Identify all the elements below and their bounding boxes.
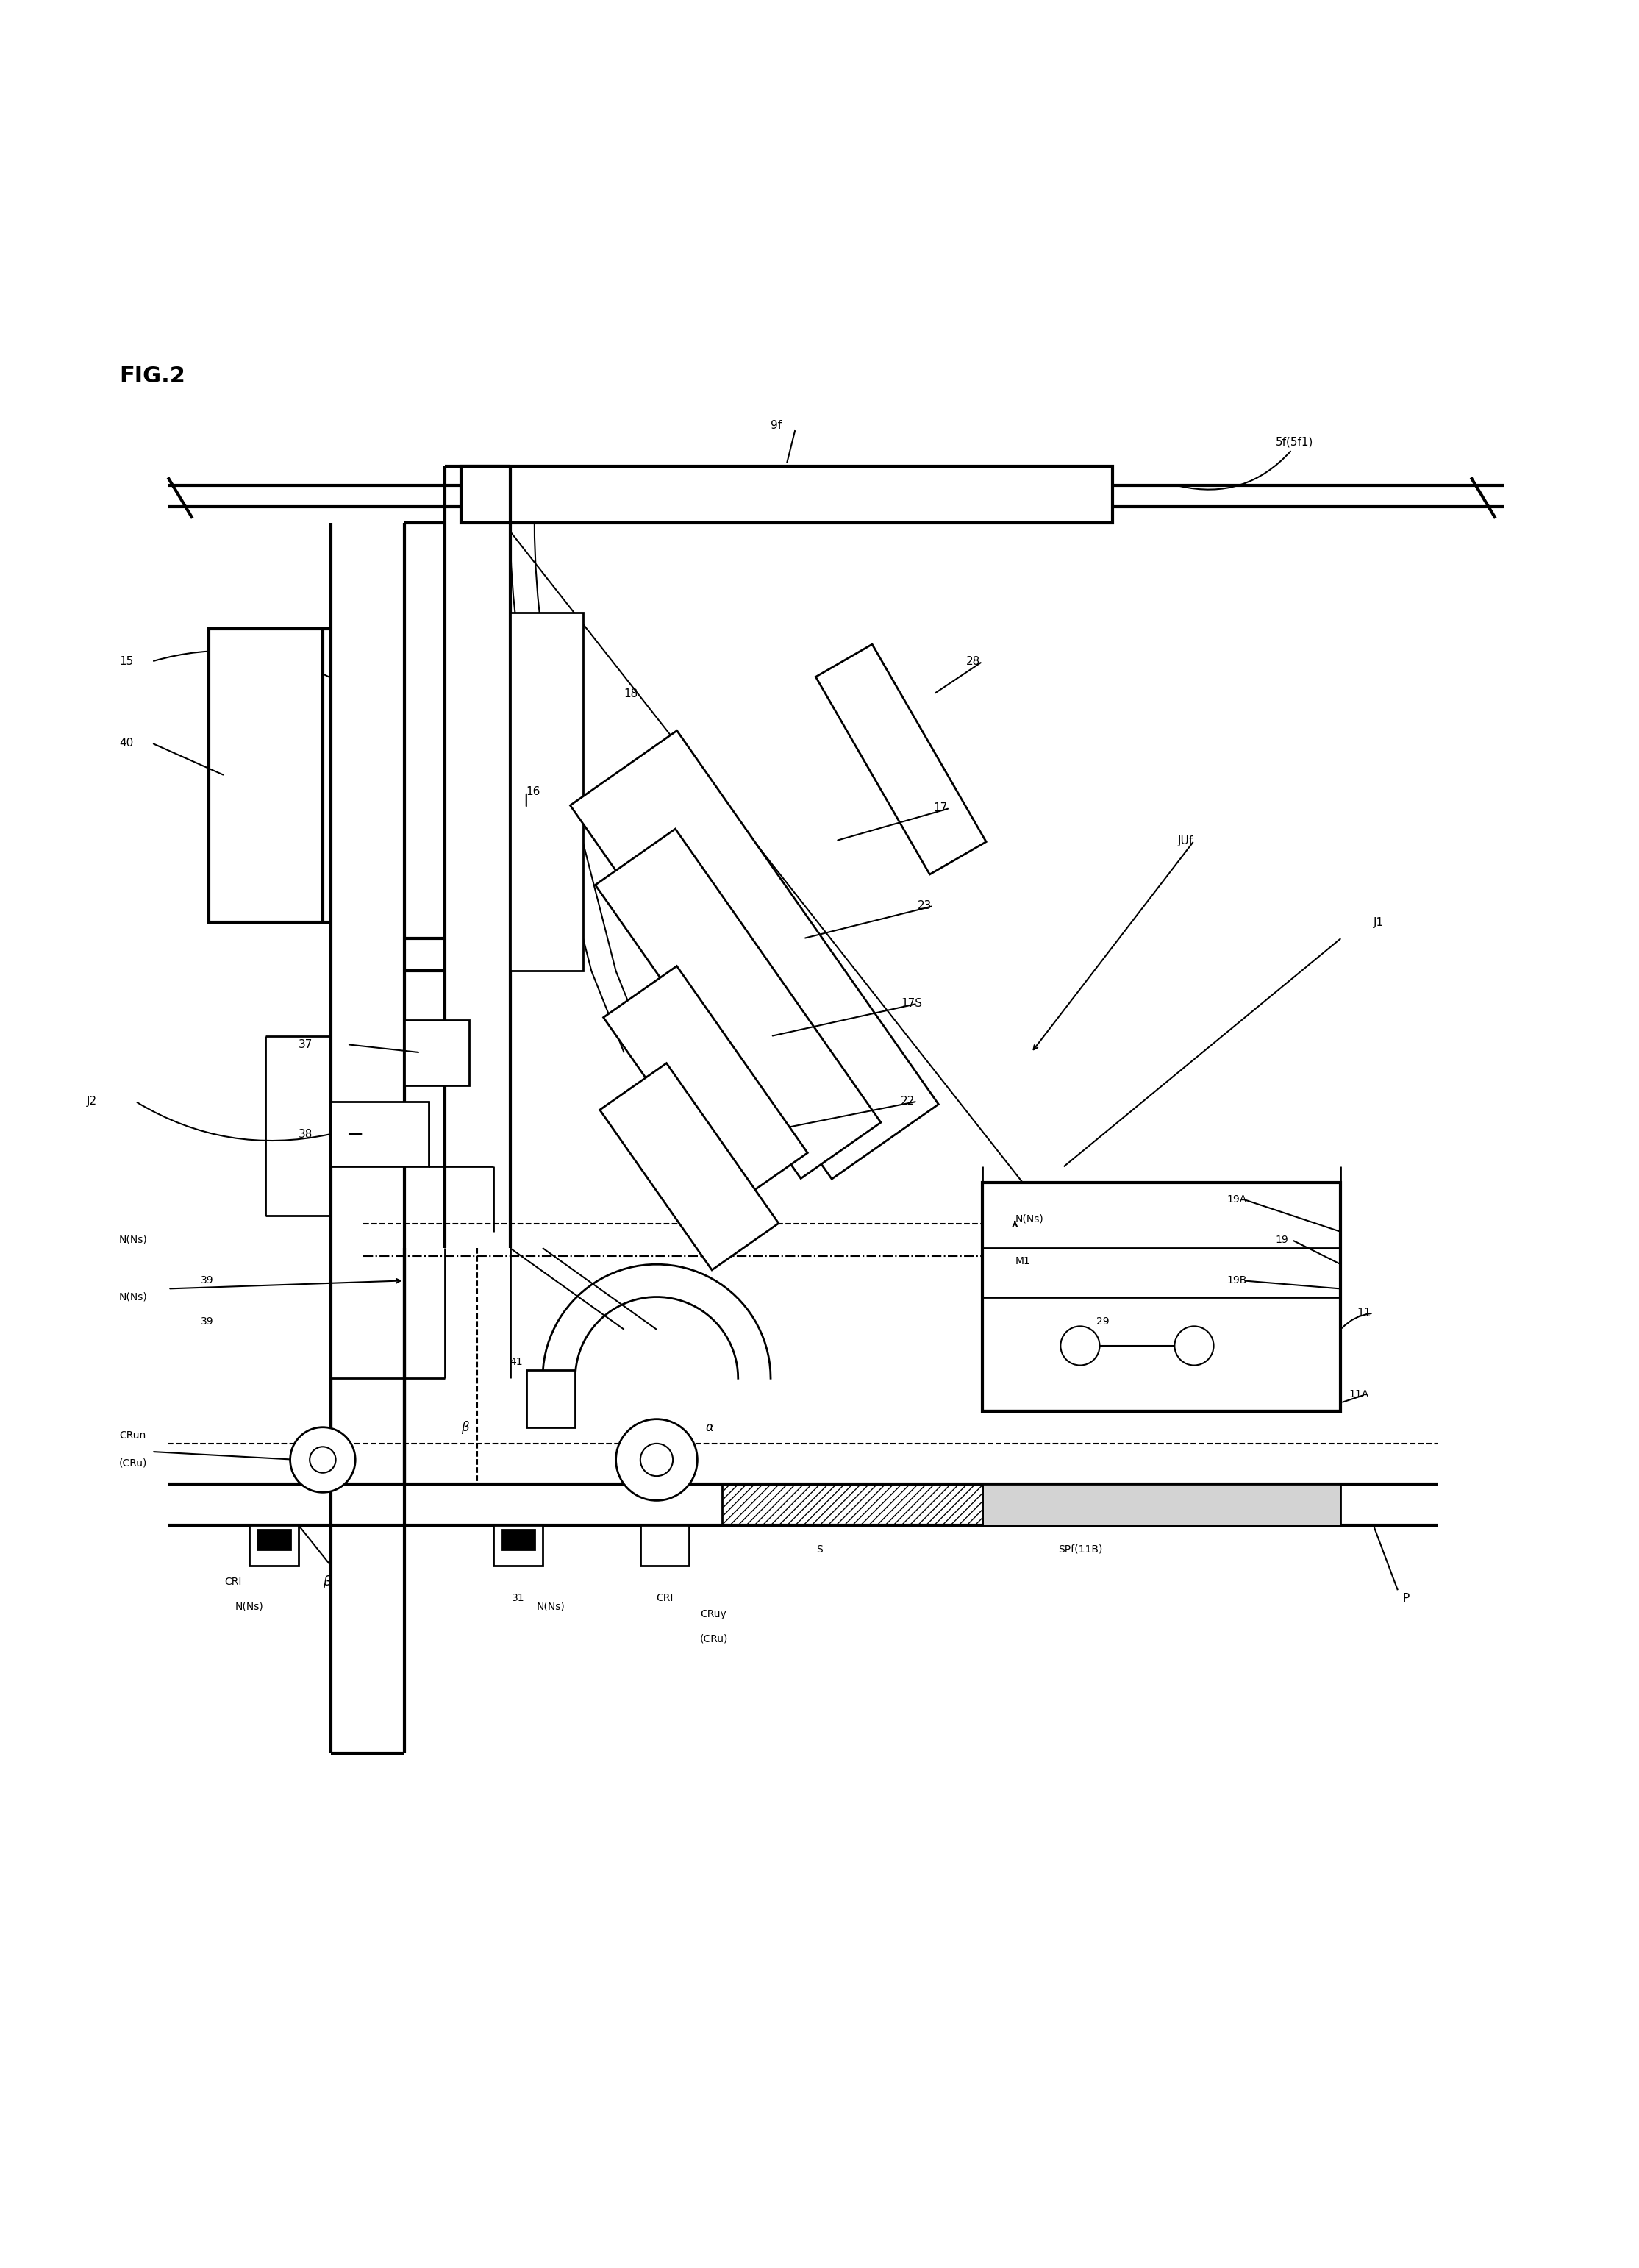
Bar [331,1102,428,1166]
Text: 38: 38 [298,1129,313,1139]
Text: 28: 28 [965,655,980,667]
Circle shape [616,1420,697,1501]
Bar [982,1184,1341,1411]
Circle shape [641,1442,674,1476]
Text: 11: 11 [1357,1309,1372,1318]
Text: M1: M1 [1015,1256,1031,1266]
Text: CRuy: CRuy [700,1610,726,1619]
Text: 31: 31 [511,1592,524,1603]
Text: SPf(11B): SPf(11B) [1057,1545,1103,1554]
Text: 39: 39 [200,1275,213,1286]
Bar [641,1524,688,1565]
Text: (CRu): (CRu) [700,1633,728,1644]
Text: (CRu): (CRu) [120,1458,148,1467]
Text: S: S [816,1545,823,1554]
Text: J2: J2 [87,1095,97,1107]
Polygon shape [603,966,808,1204]
Text: 18: 18 [624,689,638,701]
Text: CRI: CRI [225,1576,241,1588]
Text: 19B: 19B [1226,1275,1247,1286]
Text: 19A: 19A [1226,1193,1247,1204]
Bar [502,1531,534,1549]
Circle shape [310,1447,336,1472]
Text: N(Ns): N(Ns) [234,1601,264,1613]
Bar [249,1524,298,1565]
Text: JUf: JUf [1178,835,1193,846]
Text: $\beta$: $\beta$ [323,1574,331,1590]
Text: N(Ns): N(Ns) [120,1234,148,1245]
Bar [257,1531,290,1549]
Bar [405,1021,469,1084]
Bar [461,467,1113,524]
Text: 5f(5f1): 5f(5f1) [1275,435,1313,447]
Text: 16: 16 [526,787,541,798]
Text: N(Ns): N(Ns) [536,1601,565,1613]
Text: 11A: 11A [1349,1390,1369,1399]
Text: 17: 17 [934,803,947,814]
Circle shape [1175,1327,1213,1365]
Text: N(Ns): N(Ns) [120,1293,148,1302]
Text: $\alpha$: $\alpha$ [705,1420,715,1433]
Text: 15: 15 [120,655,133,667]
Polygon shape [600,1064,779,1270]
Text: 29: 29 [1096,1315,1110,1327]
Bar [208,628,323,923]
Text: FIG.2: FIG.2 [120,365,185,388]
Text: P: P [1403,1592,1410,1603]
Bar [493,1524,543,1565]
Text: J1: J1 [1373,916,1383,928]
Bar [510,612,583,971]
Circle shape [1060,1327,1100,1365]
Text: CRI: CRI [656,1592,674,1603]
Polygon shape [570,730,939,1179]
Bar [526,1370,575,1427]
Text: 17S: 17S [901,998,923,1009]
Text: N(Ns): N(Ns) [1015,1213,1044,1225]
Text: 41: 41 [510,1356,523,1368]
Bar [721,1483,982,1524]
Text: 39: 39 [200,1315,213,1327]
Text: 23: 23 [918,900,931,912]
Polygon shape [816,644,987,875]
Text: $\beta$: $\beta$ [461,1420,470,1436]
Text: 37: 37 [298,1039,313,1050]
Text: 22: 22 [901,1095,915,1107]
Text: 40: 40 [120,737,133,748]
Polygon shape [595,828,880,1179]
Text: CRun: CRun [120,1431,146,1440]
Text: 9f: 9f [770,420,782,431]
Text: 19: 19 [1275,1234,1288,1245]
Bar [982,1483,1341,1524]
Circle shape [290,1427,356,1492]
